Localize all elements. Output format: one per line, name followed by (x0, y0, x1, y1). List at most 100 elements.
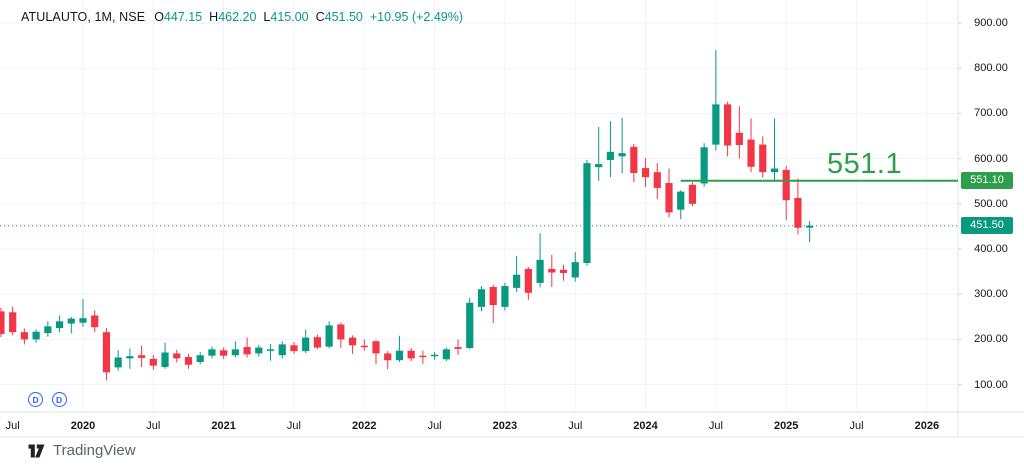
dividend-marker[interactable]: D (28, 392, 44, 407)
candle-body (0, 311, 5, 334)
legend-low: L415.00 (263, 10, 309, 24)
price-level-label[interactable]: 551.1 (827, 147, 903, 180)
time-tick-label: 2022 (352, 420, 377, 432)
candle-body (32, 331, 40, 340)
candle-body (313, 337, 321, 348)
price-tick-label: 200.00 (974, 333, 1008, 346)
price-tick-label: 900.00 (974, 17, 1008, 29)
candle-body (513, 274, 521, 288)
candle-body (501, 286, 509, 307)
candle-body (583, 163, 591, 264)
time-tick-label: 2026 (914, 420, 940, 432)
candle-body (595, 164, 603, 168)
candle-body (724, 104, 732, 146)
candle-body (442, 349, 450, 360)
candle-body (266, 349, 275, 351)
candle-body (524, 268, 532, 293)
level-price-badge: 551.10 (961, 172, 1013, 190)
time-tick-label: 2023 (492, 420, 518, 432)
candle-body (337, 324, 345, 340)
candle-body (454, 347, 462, 349)
candle-body (278, 344, 286, 356)
legend-open: O447.15 (154, 10, 203, 24)
candle-body (770, 168, 779, 173)
time-tick-label: 2025 (773, 420, 799, 432)
candle-body (735, 132, 743, 146)
candle-body (700, 147, 708, 184)
last-price-badge: 451.50 (961, 217, 1013, 235)
candle-body (138, 355, 146, 358)
candle-body (559, 269, 568, 273)
candle-body (325, 325, 333, 347)
candle-body (665, 183, 673, 213)
candle-body (395, 350, 404, 361)
candle-body (360, 345, 368, 348)
legend[interactable]: ATULAUTO, 1M, NSE O447.15 H462.20 L415.0… (21, 10, 463, 24)
candle-body (91, 315, 99, 328)
time-tick-label: 2020 (70, 420, 96, 432)
candle-body (712, 104, 720, 145)
candle-body (431, 354, 439, 357)
candle-body (255, 347, 263, 354)
candle-body (548, 268, 556, 273)
price-tick-label: 600.00 (974, 152, 1008, 165)
candle-body (231, 349, 239, 356)
candle-body (630, 146, 638, 174)
price-tick-label: 300.00 (974, 288, 1008, 301)
price-tick-label: 400.00 (974, 243, 1008, 255)
candle-body (372, 341, 380, 354)
candle-body (536, 259, 544, 283)
candle-body (348, 337, 357, 346)
candle-body (747, 139, 755, 167)
candle-body (302, 337, 310, 352)
candle-body (196, 355, 204, 362)
candle-body (220, 350, 228, 356)
time-tick-label: Jul (708, 420, 723, 432)
candle-body (161, 352, 169, 367)
price-tick-label: 800.00 (974, 62, 1008, 75)
candle-body (641, 168, 650, 178)
candle-body (67, 318, 75, 324)
candles-group (0, 50, 814, 381)
candle-body (102, 332, 111, 373)
candle-body (407, 350, 415, 359)
candle-body (782, 169, 790, 201)
legend-high: H462.20 (209, 10, 257, 24)
dividend-marker[interactable]: D (51, 392, 67, 407)
candle-body (618, 153, 626, 157)
candle-body (126, 356, 134, 359)
candle-body (489, 286, 497, 306)
legend-change: +10.95 (+2.49%) (369, 10, 463, 24)
candle-body (606, 151, 614, 160)
candle-body (806, 225, 814, 228)
candle-body (173, 353, 181, 359)
price-tick-label: 700.00 (974, 107, 1008, 120)
tradingview-logo-icon[interactable] (28, 444, 45, 458)
candle-body (55, 321, 64, 329)
candle-body (208, 349, 216, 356)
time-tick-label: 2021 (211, 420, 236, 432)
symbol-title: ATULAUTO, 1M, NSE (21, 10, 146, 24)
candle-body (9, 312, 17, 333)
candle-body (688, 184, 697, 204)
candle-body (79, 318, 87, 323)
candle-body (677, 191, 685, 210)
candle-body (466, 302, 474, 348)
time-tick-label: Jul (427, 420, 442, 432)
legend-close: C451.50 (315, 10, 363, 24)
candle-body (759, 144, 767, 173)
time-tick-label: Jul (568, 420, 583, 432)
time-tick-label: Jul (849, 420, 864, 432)
candle-body (384, 353, 392, 361)
time-tick-label: Jul (286, 420, 301, 432)
candle-body (419, 355, 427, 358)
axis-borders (0, 0, 1024, 438)
candle-body (243, 347, 251, 355)
candle-body (184, 357, 193, 365)
time-tick-label: 2024 (633, 420, 658, 432)
candle-body (114, 357, 122, 368)
footer-brand-link[interactable]: TradingView (53, 442, 136, 459)
price-tick-label: 100.00 (974, 378, 1008, 391)
